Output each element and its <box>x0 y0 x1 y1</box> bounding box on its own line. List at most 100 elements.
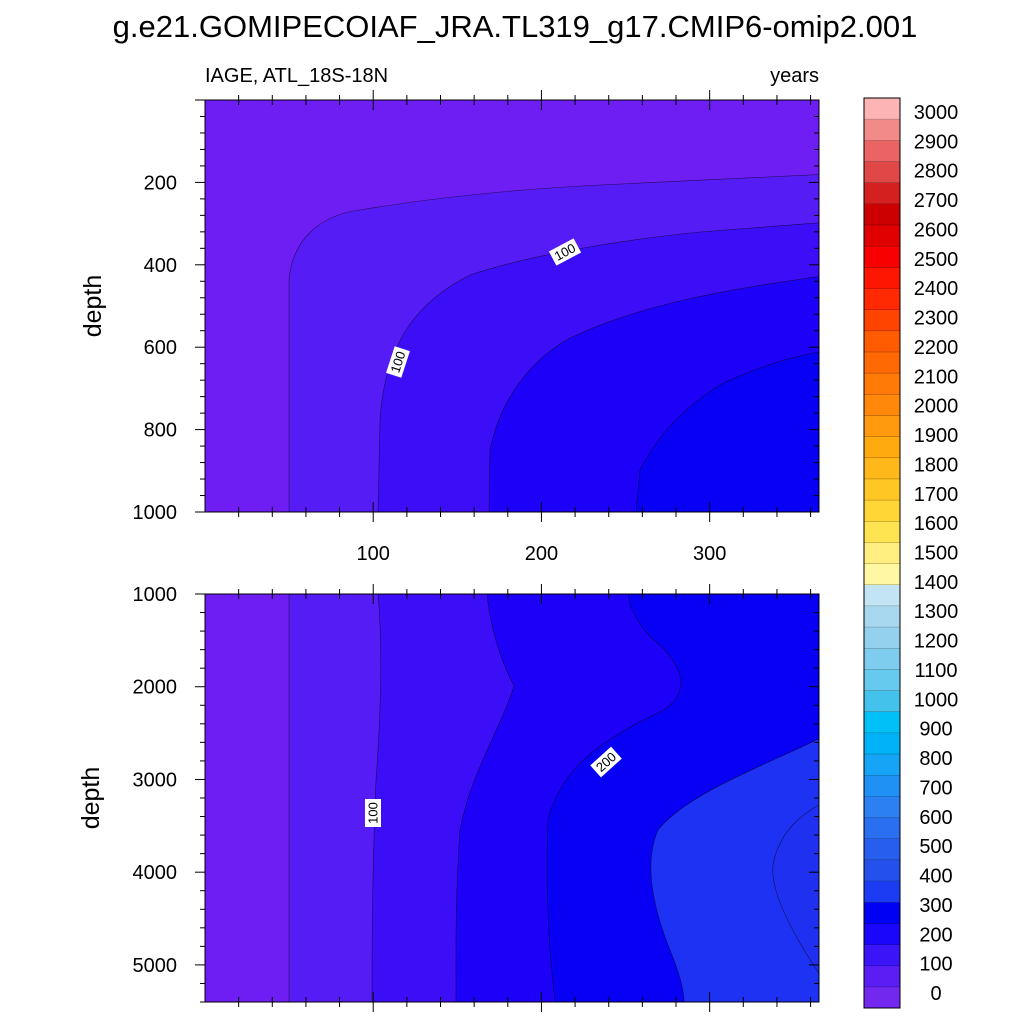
colorbar-swatch-0 <box>864 986 900 1009</box>
colorbar-label-5: 500 <box>919 836 952 858</box>
bottom-contour-label-1-text: 100 <box>366 802 381 824</box>
top-subtitle-right: years <box>770 65 819 87</box>
colorbar-swatch-17 <box>864 627 900 649</box>
colorbar-swatch-2 <box>864 944 900 967</box>
colorbar-swatch-30 <box>864 351 900 374</box>
colorbar-label-9: 900 <box>919 719 952 741</box>
colorbar-swatch-35 <box>864 246 900 268</box>
top-plot-frame <box>204 99 820 513</box>
bottom-ylabel: depth <box>77 767 105 830</box>
colorbar-label-30: 3000 <box>914 102 959 124</box>
bottom-ytick-label-3: 4000 <box>133 862 178 884</box>
colorbar-label-20: 2000 <box>914 396 959 418</box>
colorbar-swatch-14 <box>864 690 900 713</box>
bottom-ytick-label-1: 2000 <box>133 677 178 699</box>
colorbar-swatch-8 <box>864 817 900 840</box>
colorbar-swatch-9 <box>864 796 900 818</box>
top-xtick-label-2: 300 <box>693 543 726 565</box>
colorbar-swatch-11 <box>864 754 900 776</box>
colorbar-swatch-39 <box>864 161 900 184</box>
colorbar-label-17: 1700 <box>914 484 959 506</box>
colorbar-swatch-24 <box>864 478 900 501</box>
colorbar-label-16: 1600 <box>914 513 959 535</box>
top-panel: IAGE, ATL_18S-18N years 100 200 300 200 400 6… <box>79 65 820 565</box>
colorbar-swatch-15 <box>864 669 900 691</box>
top-xtick-label-1: 200 <box>525 543 558 565</box>
top-subtitle-left: IAGE, ATL_18S-18N <box>205 65 388 87</box>
colorbar-swatch-40 <box>864 140 900 162</box>
colorbar-label-29: 2900 <box>914 131 959 153</box>
colorbar-label-12: 1200 <box>914 631 959 653</box>
colorbar-swatch-27 <box>864 415 900 438</box>
colorbar-label-6: 600 <box>919 807 952 829</box>
colorbar-swatch-34 <box>864 267 900 289</box>
colorbar-label-22: 2200 <box>914 337 959 359</box>
colorbar-swatch-29 <box>864 373 900 395</box>
top-ytick-label-0: 200 <box>144 172 177 194</box>
top-contour-fill <box>205 100 819 512</box>
colorbar-swatch-3 <box>864 923 900 945</box>
top-ytick-label-3: 800 <box>144 420 177 442</box>
top-contour-label-1: 100 <box>386 346 410 378</box>
colorbar-swatch-23 <box>864 500 900 522</box>
top-ytick-label-4: 1000 <box>133 502 178 524</box>
top-contour-labels: 100 100 <box>386 238 582 378</box>
colorbar-swatch-4 <box>864 902 900 924</box>
colorbar-swatch-38 <box>864 182 900 205</box>
colorbar-swatch-10 <box>864 775 900 797</box>
colorbar-swatch-7 <box>864 838 900 861</box>
colorbar-swatch-1 <box>864 965 900 988</box>
bottom-ytick-label-2: 3000 <box>133 769 178 791</box>
colorbar-label-0: 0 <box>930 983 941 1005</box>
top-ytick-label-1: 400 <box>144 255 177 277</box>
colorbar-swatch-36 <box>864 224 900 247</box>
top-xtick-label-0: 100 <box>357 543 390 565</box>
colorbar-swatch-12 <box>864 732 900 755</box>
colorbar-swatch-13 <box>864 711 900 734</box>
colorbar-swatch-33 <box>864 288 900 311</box>
colorbar-swatch-6 <box>864 859 900 882</box>
bottom-axis-ticks: 1000 2000 3000 4000 5000 <box>133 584 819 1012</box>
colorbar-label-3: 300 <box>919 895 952 917</box>
colorbar-swatch-21 <box>864 542 900 564</box>
colorbar-label-27: 2700 <box>914 190 959 212</box>
colorbar-label-23: 2300 <box>914 308 959 330</box>
colorbar-swatch-5 <box>864 881 900 903</box>
bottom-contour-fill <box>205 594 819 1002</box>
colorbar-swatch-19 <box>864 584 900 607</box>
bottom-contour-label-1: 100 <box>365 799 381 827</box>
top-ylabel: depth <box>79 275 107 338</box>
colorbar-swatch-18 <box>864 605 900 628</box>
colorbar-swatch-20 <box>864 563 900 586</box>
colorbar-label-1: 100 <box>919 954 952 976</box>
top-ytick-label-2: 600 <box>144 337 177 359</box>
colorbar-swatch-16 <box>864 648 900 670</box>
colorbar-label-10: 1000 <box>914 689 959 711</box>
colorbar-label-14: 1400 <box>914 572 959 594</box>
colorbar-label-25: 2500 <box>914 249 959 271</box>
colorbar: 0 100 200 300 400 500 600 700 800 900 1000 1100 1200… <box>863 97 959 1009</box>
colorbar-label-4: 400 <box>919 866 952 888</box>
colorbar-label-18: 1800 <box>914 454 959 476</box>
colorbar-label-24: 2400 <box>914 278 959 300</box>
colorbar-swatch-26 <box>864 436 900 459</box>
bottom-ytick-label-0: 1000 <box>133 584 178 606</box>
colorbar-label-15: 1500 <box>914 543 959 565</box>
colorbar-swatch-32 <box>864 309 900 332</box>
colorbar-label-21: 2100 <box>914 366 959 388</box>
colorbar-swatch-41 <box>864 119 900 141</box>
colorbar-label-26: 2600 <box>914 219 959 241</box>
colorbar-label-19: 1900 <box>914 425 959 447</box>
colorbar-swatch-25 <box>864 457 900 480</box>
colorbar-swatch-28 <box>864 394 900 416</box>
bottom-ytick-label-4: 5000 <box>133 955 178 977</box>
figure-title: g.e21.GOMIPECOIAF_JRA.TL319_g17.CMIP6-om… <box>113 9 918 44</box>
colorbar-label-11: 1100 <box>914 660 957 682</box>
colorbar-label-13: 1300 <box>914 601 959 623</box>
top-axis-ticks: 100 200 300 200 400 600 800 1000 <box>133 90 819 565</box>
colorbar-swatch-22 <box>864 521 900 543</box>
colorbar-swatch-42 <box>864 98 900 120</box>
colorbar-label-7: 700 <box>919 777 952 799</box>
